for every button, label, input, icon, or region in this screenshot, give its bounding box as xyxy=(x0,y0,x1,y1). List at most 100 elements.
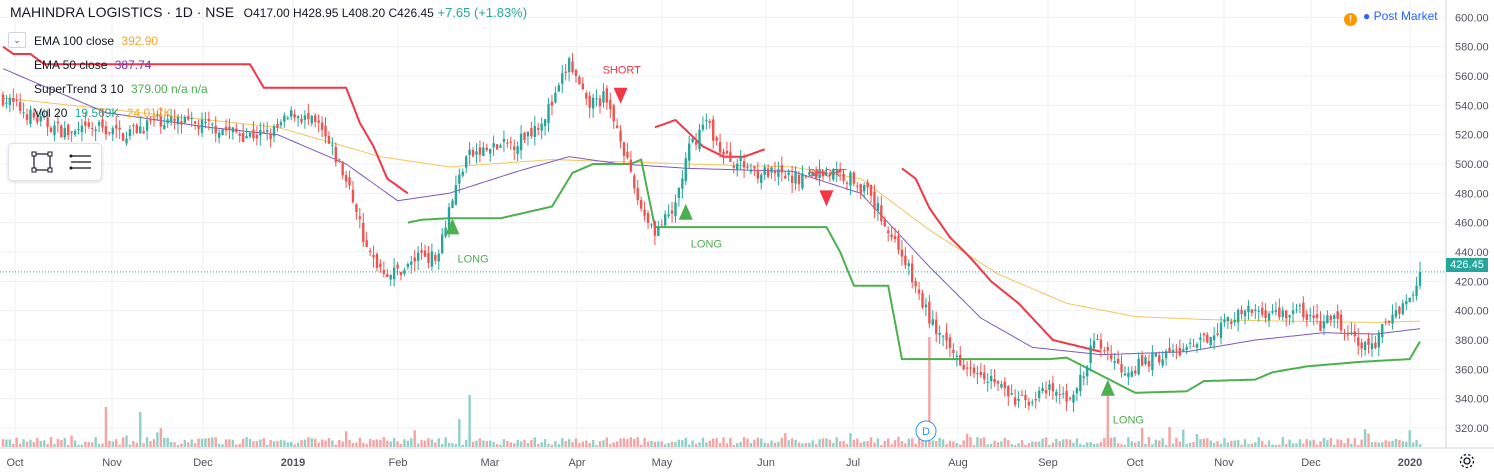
price-axis[interactable]: 320.00 340.00 360.00 380.00 400.00 420.00 440.… xyxy=(1445,0,1494,474)
candle-body xyxy=(952,349,955,354)
candle-body xyxy=(873,191,876,210)
legend-collapse-button[interactable]: ⌄ xyxy=(8,32,26,48)
volume-bar xyxy=(838,441,842,447)
volume-bar xyxy=(241,438,245,447)
volume-bar xyxy=(835,437,838,447)
candle-body xyxy=(348,177,351,186)
volume-bar xyxy=(557,444,561,447)
legend-value-2: 24.017K xyxy=(126,106,172,120)
candle-body xyxy=(399,272,403,276)
time-axis[interactable]: Oct Nov Dec 2019 Feb Mar Apr May Jun Jul Aug Sep Oct… xyxy=(0,447,1494,469)
object-tree-button[interactable] xyxy=(67,150,93,174)
candle-body xyxy=(622,142,626,156)
candle-body xyxy=(458,174,461,184)
volume-bar xyxy=(533,437,537,447)
candle-body xyxy=(132,125,135,127)
candle-body xyxy=(691,138,694,143)
volume-bar xyxy=(670,441,674,447)
candle-body xyxy=(804,176,808,178)
candle-body xyxy=(1353,331,1357,337)
post-market-status[interactable]: ! ● Post Market xyxy=(1344,9,1438,26)
volume-bar xyxy=(121,437,125,447)
candle-body xyxy=(1367,338,1370,345)
candle-body xyxy=(87,122,90,127)
volume-bar xyxy=(1110,437,1113,447)
candle-body xyxy=(883,219,886,227)
volume-bar xyxy=(190,439,193,447)
candle-body xyxy=(1075,388,1079,394)
volume-bar xyxy=(1333,444,1336,447)
volume-bar xyxy=(108,440,111,447)
legend-ema100[interactable]: EMA 100 close 392.90 xyxy=(34,34,158,48)
svg-text:D: D xyxy=(922,426,930,438)
gear-icon[interactable] xyxy=(1458,452,1476,470)
candle-body xyxy=(193,121,197,124)
candle-body xyxy=(1212,335,1216,341)
volume-bar xyxy=(629,437,633,447)
volume-bar xyxy=(1185,443,1188,447)
volume-bar xyxy=(513,443,516,447)
volume-bar xyxy=(1127,437,1130,447)
volume-bar xyxy=(8,439,12,447)
dividend-marker[interactable]: D xyxy=(915,420,937,442)
candle-body xyxy=(440,234,444,254)
candle-body xyxy=(207,119,211,122)
volume-bar xyxy=(1387,441,1391,447)
legend-value: 19.569K xyxy=(74,106,120,120)
candle-body xyxy=(1381,324,1384,338)
candle-body xyxy=(1020,394,1024,396)
legend-ema50[interactable]: EMA 50 close 387.74 xyxy=(34,58,151,72)
candle-body xyxy=(1099,339,1103,349)
candle-body xyxy=(955,355,959,357)
candle-body xyxy=(303,115,307,120)
candle-body xyxy=(25,114,29,120)
ema-100-path xyxy=(2,97,1421,323)
candle-body xyxy=(104,126,108,135)
volume-bar xyxy=(866,441,869,447)
candle-body xyxy=(760,174,763,183)
symbol-title[interactable]: MAHINDRA LOGISTICS · 1D · NSE xyxy=(10,4,235,20)
volume-bar xyxy=(1123,444,1127,447)
candle-body xyxy=(701,124,705,130)
candle-body xyxy=(276,123,279,128)
volume-bar xyxy=(725,443,729,447)
candle-body xyxy=(732,165,736,168)
volume-bar xyxy=(1202,438,1206,447)
supertrend-down-path xyxy=(901,167,1102,353)
rectangle-tool-button[interactable] xyxy=(29,150,55,174)
candle-body xyxy=(1068,398,1072,400)
candle-body xyxy=(1291,310,1295,314)
volume-bar xyxy=(1065,439,1068,447)
volume-bar xyxy=(622,438,626,447)
candle-body xyxy=(715,137,718,141)
volume-bar xyxy=(1260,440,1264,447)
candle-body xyxy=(797,174,801,185)
candle-body xyxy=(139,126,142,134)
volume-bar xyxy=(588,442,591,447)
volume-bar xyxy=(540,442,543,447)
candle-body xyxy=(183,116,187,123)
volume-bar xyxy=(537,443,540,447)
candle-body xyxy=(444,227,447,237)
volume-bar xyxy=(444,437,447,447)
volume-bar xyxy=(169,441,173,447)
legend-supertrend[interactable]: SuperTrend 3 10 379.00 n/a n/a xyxy=(34,82,208,96)
price-tick-label: 500.00 xyxy=(1455,159,1489,171)
candle-body xyxy=(1140,355,1144,366)
candle-body xyxy=(869,185,873,196)
volume-bar xyxy=(650,441,653,447)
legend-volume[interactable]: Vol 20 19.569K 24.017K xyxy=(34,106,172,120)
candle-body xyxy=(60,125,63,138)
volume-bar xyxy=(1175,437,1178,447)
volume-bar xyxy=(18,443,22,447)
volume-bar xyxy=(790,438,794,447)
volume-bar xyxy=(718,442,722,447)
candle-body xyxy=(609,99,612,110)
candle-body xyxy=(1278,307,1281,318)
candle-body xyxy=(742,161,746,168)
volume-bar xyxy=(228,439,231,447)
volume-bar xyxy=(653,441,657,447)
volume-bar xyxy=(770,440,773,447)
candle-body xyxy=(808,172,811,175)
